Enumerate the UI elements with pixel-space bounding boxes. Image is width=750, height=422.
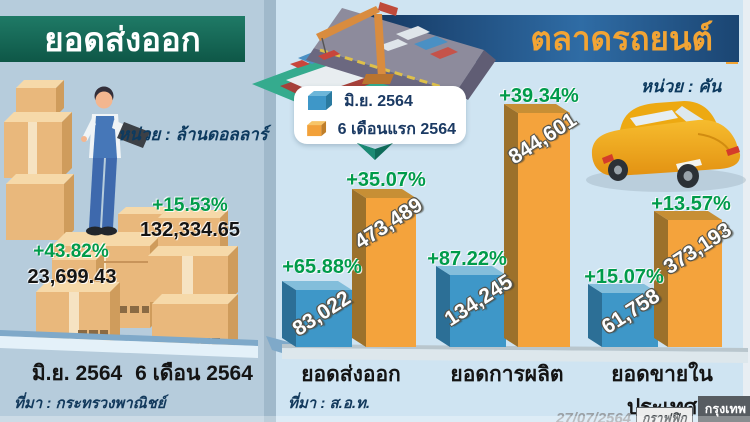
bottom-strip	[0, 416, 750, 422]
export-change-6m: +15.53%	[152, 195, 228, 216]
legend-label-june: มิ.ย. 2564	[344, 92, 413, 110]
worker-figure	[81, 86, 150, 236]
orange-cube-icon	[307, 121, 327, 137]
bar-group-production	[436, 104, 570, 347]
change-production-6m: +39.34%	[499, 85, 579, 107]
export-category-6m: 6 เดือน 2564	[135, 362, 253, 385]
car-panel-title: ตลาดรถยนต์	[530, 20, 713, 57]
bar-production-june	[450, 275, 506, 347]
footer-credit: 27/07/2564 กราฟฟิก กรุงเทพธุรกิจ	[556, 396, 750, 422]
export-value-june: 23,699.43	[27, 266, 117, 288]
car-illustration	[586, 101, 746, 192]
export-panel-header: ยอดส่งออก	[0, 16, 245, 62]
bar-production-6m	[518, 113, 570, 347]
change-sales-6m: +13.57%	[651, 193, 731, 215]
chart-legend: มิ.ย. 2564 6 เดือนแรก 2564	[294, 86, 466, 144]
car-unit-label: หน่วย : คัน	[640, 77, 722, 96]
legend-item-6months: 6 เดือนแรก 2564	[304, 117, 456, 141]
bar-sales-june	[602, 293, 658, 347]
export-value-6m: 132,334.65	[139, 219, 241, 241]
legend-label-6months: 6 เดือนแรก 2564	[337, 120, 456, 138]
bar-group-export	[282, 189, 416, 347]
blue-cube-icon	[308, 91, 332, 110]
export-unit-label: หน่วย : ล้านดอลลาร์	[118, 125, 268, 144]
bar-export-6m	[366, 198, 416, 347]
change-export-6m: +35.07%	[346, 169, 426, 191]
bar-sales-6m	[668, 220, 722, 347]
credit-graphic-badge: กราฟฟิก	[636, 407, 693, 422]
export-category-june: มิ.ย. 2564	[31, 362, 123, 385]
publish-date: 27/07/2564	[556, 410, 632, 422]
export-source: ที่มา : กระทรวงพาณิชย์	[14, 395, 166, 412]
panel-divider	[264, 0, 276, 422]
category-production: ยอดการผลิต	[450, 363, 564, 386]
down-arrow-icon	[357, 143, 393, 160]
category-export: ยอดส่งออก	[301, 363, 401, 386]
credit-brand-badge: กรุงเทพธุรกิจ	[697, 396, 750, 422]
export-panel-title: ยอดส่งออก	[44, 20, 201, 58]
bar-group-domestic-sales	[588, 211, 722, 347]
right-edge-strip	[743, 0, 750, 422]
change-export-june: +65.88%	[282, 256, 362, 278]
change-sales-june: +15.07%	[584, 266, 664, 288]
change-production-june: +87.22%	[427, 248, 507, 270]
export-box-stacks	[36, 210, 238, 352]
bar-export-june	[296, 290, 352, 347]
car-source: ที่มา : ส.อ.ท.	[288, 395, 371, 412]
legend-item-june: มิ.ย. 2564	[304, 89, 456, 113]
export-change-june: +43.82%	[33, 241, 109, 262]
